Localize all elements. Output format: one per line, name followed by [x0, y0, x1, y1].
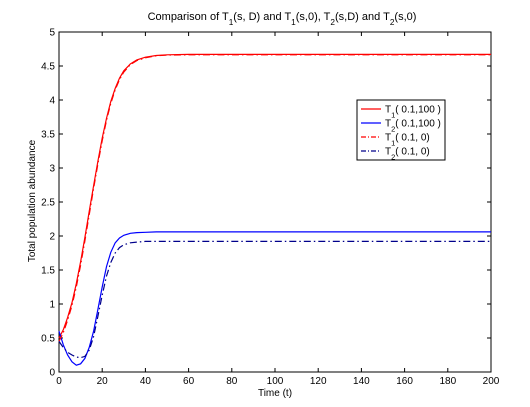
series-line-3 [58, 54, 491, 342]
legend-box [356, 99, 446, 161]
legend: T1( 0.1,100 )T2( 0.1,100 )T1( 0.1, 0)T2(… [356, 99, 446, 162]
series-line-2 [58, 231, 491, 366]
y-axis-label: Total population abundance [27, 139, 38, 262]
x-tick-label: 160 [396, 376, 413, 387]
legend-entry: T2( 0.1, 0) [385, 147, 430, 162]
y-tick-label: 5 [49, 28, 55, 39]
legend-entry: T2( 0.1,100 ) [385, 119, 441, 134]
x-tick-label: 200 [483, 376, 500, 387]
series-lines [58, 53, 491, 366]
y-tick-label: 4.5 [41, 62, 55, 73]
x-tick-label: 80 [226, 376, 238, 387]
x-tick-label: 40 [140, 376, 152, 387]
y-tick-label: 3.5 [41, 130, 55, 141]
y-tick-label: 4 [49, 96, 55, 107]
x-tick-label: 20 [97, 376, 109, 387]
legend-entry: T1( 0.1, 0) [385, 133, 430, 148]
y-tick-label: 1 [49, 300, 55, 311]
x-axis: 0 20 40 60 80 100 120 140 160 180 200 [56, 32, 500, 387]
y-tick-label: 2 [49, 232, 55, 243]
x-tick-label: 180 [439, 376, 456, 387]
y-tick-label: 0.5 [41, 334, 55, 345]
x-axis-label: Time (t) [258, 388, 292, 399]
plot-frame [58, 31, 492, 373]
legend-entry: T1( 0.1,100 ) [385, 105, 441, 120]
chart-title: Comparison of T1(s, D) and T1(s,0), T2(s… [148, 11, 417, 27]
y-axis: 0 0.5 1 1.5 2 2.5 3 3.5 4 4.5 5 [41, 28, 491, 379]
x-tick-label: 100 [267, 376, 284, 387]
series-line-1 [58, 53, 491, 339]
x-tick-label: 120 [310, 376, 327, 387]
x-tick-label: 140 [353, 376, 370, 387]
y-tick-label: 0 [49, 368, 55, 379]
x-tick-label: 60 [183, 376, 195, 387]
y-tick-label: 3 [49, 164, 55, 175]
series-line-4 [58, 240, 491, 359]
y-tick-label: 1.5 [41, 266, 55, 277]
y-tick-label: 2.5 [41, 198, 55, 209]
x-tick-label: 0 [56, 376, 62, 387]
